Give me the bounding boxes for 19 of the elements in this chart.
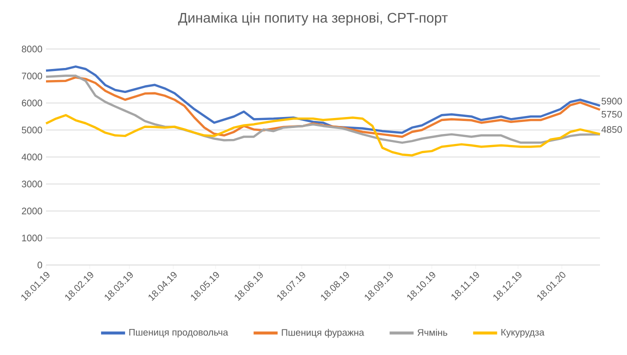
- line-series: [44, 65, 602, 134]
- y-tick-label: 2000: [22, 208, 42, 214]
- y-tick-label: 4000: [22, 154, 42, 160]
- legend-label: Кукурудза: [501, 329, 544, 338]
- y-tick-label: 3000: [22, 180, 42, 188]
- y-tick-label: 1000: [22, 234, 42, 242]
- legend-label: Пшениця фуражна: [282, 328, 364, 338]
- legend-label: Пшениця продовольча: [129, 329, 228, 338]
- chart-title: Динаміка цін попиту на зернові, CPT-порт: [178, 12, 448, 26]
- line-series: [44, 114, 602, 157]
- y-tick-label: 0: [38, 262, 42, 268]
- legend-label: Ячмінь: [418, 328, 448, 336]
- data-label: 5750: [602, 110, 622, 118]
- y-tick-label: 8000: [22, 46, 42, 52]
- data-label: 4850: [601, 126, 622, 133]
- y-tick-label: 7000: [22, 72, 42, 80]
- y-tick-label: 5000: [22, 126, 42, 134]
- y-tick-label: 6000: [22, 100, 42, 106]
- data-label: 5900: [602, 98, 622, 104]
